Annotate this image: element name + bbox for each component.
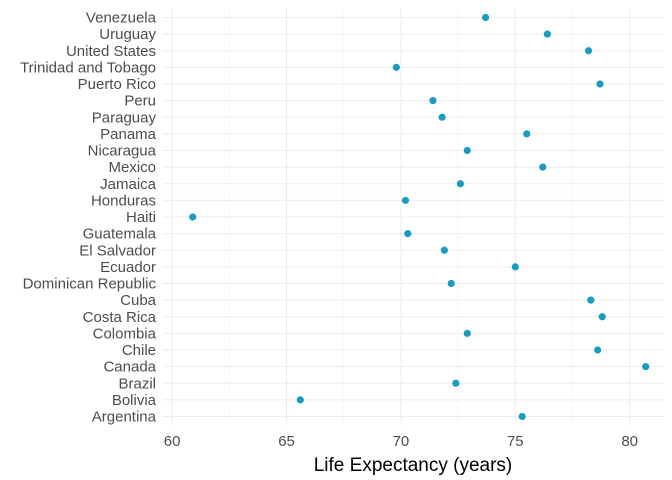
category-label: Jamaica — [100, 176, 157, 193]
category-label: Bolivia — [112, 392, 157, 409]
category-label: Panama — [100, 126, 157, 143]
category-label: Costa Rica — [83, 309, 157, 326]
category-label: Paraguay — [92, 109, 157, 126]
data-point — [296, 396, 304, 404]
x-tick-label: 65 — [278, 433, 295, 450]
category-label: United States — [66, 43, 156, 60]
data-point — [596, 80, 604, 88]
category-label: Dominican Republic — [23, 276, 157, 293]
data-point — [481, 13, 490, 22]
x-axis-title: Life Expectancy (years) — [314, 455, 513, 476]
category-label: Peru — [124, 93, 156, 110]
category-label: Honduras — [91, 192, 156, 209]
category-label: Haiti — [126, 209, 156, 226]
category-label: Puerto Rico — [78, 76, 156, 93]
data-point — [452, 379, 460, 387]
data-point — [642, 363, 650, 371]
data-point — [523, 130, 531, 138]
data-point — [401, 196, 410, 204]
category-label: Venezuela — [86, 10, 157, 27]
x-tick-label: 80 — [621, 433, 638, 450]
category-label: Canada — [103, 359, 156, 376]
category-label: Guatemala — [83, 226, 157, 243]
data-point — [463, 329, 471, 337]
category-label: Uruguay — [99, 26, 156, 43]
data-point — [511, 263, 519, 271]
category-label: Nicaragua — [88, 143, 157, 160]
data-point — [392, 63, 400, 71]
data-point — [189, 213, 197, 221]
category-label: Cuba — [120, 292, 157, 309]
data-point — [594, 346, 602, 354]
x-axis-ticks: 60 65 70 75 80 — [164, 433, 638, 450]
category-label: Argentina — [92, 409, 157, 426]
data-point — [404, 230, 412, 238]
category-label: Ecuador — [100, 259, 156, 276]
data-point — [440, 246, 448, 254]
data-point — [438, 113, 446, 121]
data-point — [447, 279, 455, 288]
data-point — [587, 296, 595, 304]
category-label: El Salvador — [79, 242, 156, 259]
data-point — [584, 47, 593, 55]
data-point — [456, 180, 464, 188]
grid — [163, 8, 664, 425]
data-point — [543, 30, 551, 38]
data-point — [429, 97, 437, 105]
category-label: Brazil — [118, 375, 156, 392]
category-label: Colombia — [93, 325, 157, 342]
x-tick-label: 60 — [164, 433, 181, 450]
x-tick-label: 75 — [507, 433, 524, 450]
data-point — [598, 313, 606, 321]
category-label: Chile — [122, 342, 156, 359]
category-label: Mexico — [108, 159, 156, 176]
data-points — [189, 13, 650, 421]
data-point — [463, 146, 471, 155]
data-point — [518, 412, 526, 421]
data-point — [539, 163, 547, 171]
x-tick-label: 70 — [393, 433, 410, 450]
category-label: Trinidad and Tobago — [20, 59, 156, 76]
country-labels: ArgentinaBoliviaBrazilCanadaChileColombi… — [20, 10, 157, 426]
